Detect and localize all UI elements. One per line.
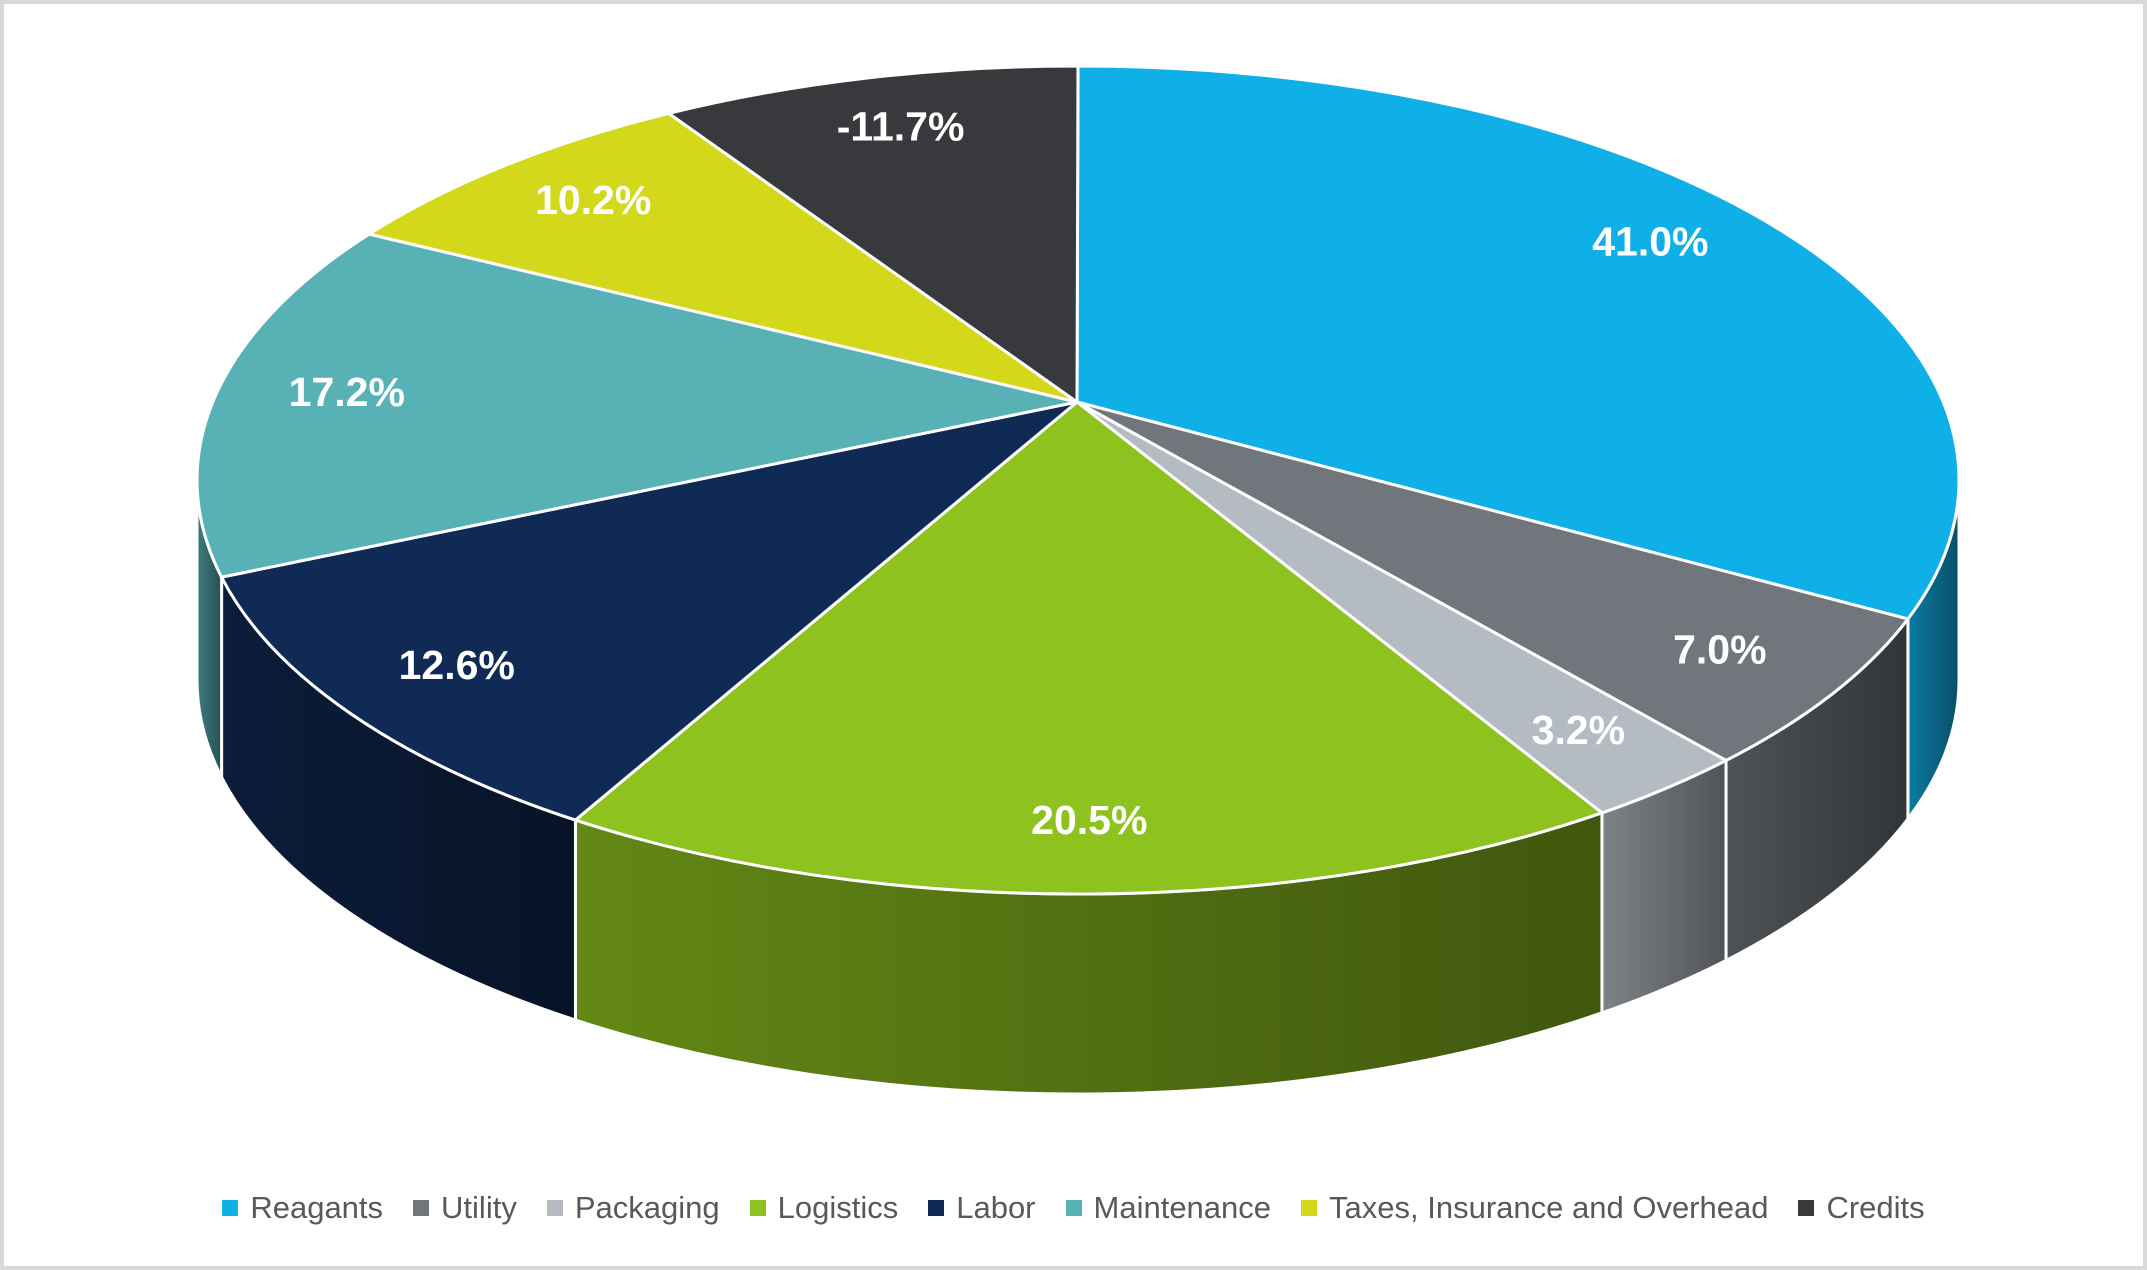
legend-swatch-logistics	[749, 1200, 766, 1216]
slice-label-taxes-insurance-and-overhead: 10.2%	[535, 177, 651, 223]
pie-slice-labor[interactable]	[220, 400, 1079, 822]
legend-label-credits: Credits	[1826, 1190, 1925, 1225]
legend-swatch-reagants	[222, 1200, 239, 1216]
pie-slice-taxes-insurance-and-overhead[interactable]	[367, 111, 1079, 404]
legend-item-maintenance[interactable]: Maintenance	[1065, 1190, 1272, 1226]
legend-swatch-credits	[1798, 1200, 1815, 1216]
slice-label-labor: 12.6%	[399, 642, 515, 688]
slice-label-maintenance: 17.2%	[289, 369, 405, 415]
chart-legend: Reagants Utility Packaging Logistics Labor Ma…	[4, 1182, 2143, 1234]
legend-item-taxes-insurance-and-overhead[interactable]: Taxes, Insurance and Overhead	[1301, 1190, 1768, 1226]
legend-label-logistics: Logistics	[777, 1190, 899, 1225]
pie-slice-reagants[interactable]	[1075, 64, 1961, 621]
slice-label-utility: 7.0%	[1673, 626, 1766, 672]
slice-label-reagants: 41.0%	[1592, 218, 1708, 264]
slice-label-packaging: 3.2%	[1532, 707, 1625, 753]
legend-item-credits[interactable]: Credits	[1798, 1190, 1925, 1226]
legend-item-reagants[interactable]: Reagants	[222, 1190, 383, 1226]
pie-tops	[195, 64, 1961, 896]
pie-slice-utility[interactable]	[1075, 400, 1910, 762]
slice-label-logistics: 20.5%	[1031, 797, 1147, 843]
legend-item-labor[interactable]: Labor	[928, 1190, 1036, 1226]
legend-label-packaging: Packaging	[574, 1190, 720, 1225]
legend-swatch-labor	[928, 1200, 945, 1216]
pie-slice-logistics[interactable]	[573, 400, 1604, 896]
legend-label-reagants: Reagants	[250, 1190, 384, 1225]
pie-labels: 41.0% 7.0% 3.2% 20.5% 12.6% 17.2% 10.2% -11.7%	[289, 103, 1767, 843]
legend-swatch-packaging	[546, 1200, 563, 1216]
pie-slice-maintenance[interactable]	[195, 232, 1079, 579]
pie-chart: 41.0% 7.0% 3.2% 20.5% 12.6% 17.2% 10.2% -11.7%	[195, 64, 1961, 1096]
legend-label-maintenance: Maintenance	[1093, 1190, 1272, 1225]
pie-sides	[195, 478, 1961, 1096]
legend-label-labor: Labor	[956, 1190, 1036, 1225]
legend-item-packaging[interactable]: Packaging	[546, 1190, 720, 1226]
legend-item-utility[interactable]: Utility	[413, 1190, 517, 1226]
legend-swatch-taxes-insurance-and-overhead	[1301, 1200, 1318, 1216]
legend-swatch-maintenance	[1065, 1200, 1082, 1216]
legend-label-taxes-insurance-and-overhead: Taxes, Insurance and Overhead	[1329, 1190, 1769, 1225]
slice-label-credits: -11.7%	[837, 103, 965, 149]
legend-swatch-utility	[413, 1200, 430, 1216]
pie-slice-credits[interactable]	[667, 64, 1080, 404]
legend-item-logistics[interactable]: Logistics	[749, 1190, 899, 1226]
legend-label-utility: Utility	[441, 1190, 517, 1225]
